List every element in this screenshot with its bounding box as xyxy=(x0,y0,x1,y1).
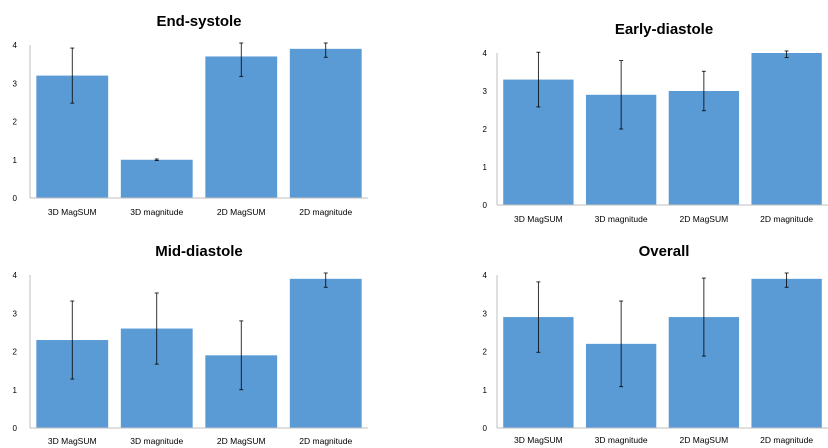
mid-diastole-panel: Mid-diastole 0 1 2 3 4 3D MagSUM 3D magnitude 2D… xyxy=(13,243,368,446)
early-diastole-category-label-0: 3D MagSUM xyxy=(514,214,563,224)
mid-diastole-ytick-4: 4 xyxy=(13,271,18,280)
mid-diastole-ytick-1: 1 xyxy=(13,386,18,395)
mid-diastole-title: Mid-diastole xyxy=(155,243,243,260)
end-systole-ytick-2: 2 xyxy=(13,118,18,127)
end-systole-category-label-3: 2D magnitude xyxy=(299,207,352,217)
end-systole-ytick-4: 4 xyxy=(13,41,18,50)
early-diastole-ytick-0: 0 xyxy=(483,201,488,210)
overall-ytick-4: 4 xyxy=(483,271,488,280)
end-systole-ytick-3: 3 xyxy=(13,79,18,88)
early-diastole-ytick-4: 4 xyxy=(483,49,488,58)
overall-category-label-0: 3D MagSUM xyxy=(514,435,563,445)
overall-ytick-3: 3 xyxy=(483,309,488,318)
mid-diastole-category-label-0: 3D MagSUM xyxy=(48,436,97,446)
end-systole-errorbar-3 xyxy=(323,42,328,58)
early-diastole-errorbar-0 xyxy=(536,51,541,108)
mid-diastole-errorbar-0 xyxy=(70,300,75,380)
end-systole-panel: End-systole 0 1 2 3 4 3D MagSUM 3D magnitude 2D … xyxy=(13,13,368,217)
overall-errorbar-2 xyxy=(701,277,706,357)
mid-diastole-ytick-0: 0 xyxy=(13,424,18,433)
overall-category-label-3: 2D magnitude xyxy=(760,435,813,445)
early-diastole-category-label-3: 2D magnitude xyxy=(760,214,813,224)
early-diastole-errorbar-2 xyxy=(701,70,706,112)
end-systole-errorbar-1 xyxy=(154,158,159,161)
end-systole-bar-3 xyxy=(289,48,362,199)
early-diastole-title: Early-diastole xyxy=(615,21,713,38)
mid-diastole-ytick-3: 3 xyxy=(13,309,18,318)
overall-errorbar-0 xyxy=(536,281,541,353)
end-systole-bar-1 xyxy=(120,159,193,198)
early-diastole-ytick-2: 2 xyxy=(483,125,488,134)
early-diastole-panel: Early-diastole 0 1 2 3 4 3D MagSUM 3D magnitude… xyxy=(483,21,828,224)
end-systole-bar-2 xyxy=(205,56,278,198)
early-diastole-category-label-2: 2D MagSUM xyxy=(680,214,729,224)
mid-diastole-errorbar-2 xyxy=(239,320,244,391)
end-systole-ytick-1: 1 xyxy=(13,156,18,165)
overall-errorbar-1 xyxy=(619,300,624,388)
mid-diastole-bar-3 xyxy=(289,278,362,428)
early-diastole-errorbar-3 xyxy=(784,50,789,58)
overall-category-label-2: 2D MagSUM xyxy=(680,435,729,445)
overall-panel: Overall 0 1 2 3 4 3D MagSUM 3D magnitude 2D MagS… xyxy=(483,243,828,445)
mid-diastole-errorbar-1 xyxy=(154,292,159,365)
mid-diastole-ytick-2: 2 xyxy=(13,348,18,357)
mid-diastole-errorbar-3 xyxy=(323,272,328,288)
mid-diastole-category-label-3: 2D magnitude xyxy=(299,436,352,446)
end-systole-category-label-1: 3D magnitude xyxy=(130,207,183,217)
overall-title: Overall xyxy=(639,243,690,260)
mid-diastole-category-label-1: 3D magnitude xyxy=(130,436,183,446)
end-systole-errorbar-0 xyxy=(70,47,75,104)
overall-ytick-0: 0 xyxy=(483,424,488,433)
overall-category-label-1: 3D magnitude xyxy=(595,435,648,445)
early-diastole-ytick-1: 1 xyxy=(483,163,488,172)
end-systole-category-label-0: 3D MagSUM xyxy=(48,207,97,217)
end-systole-errorbar-2 xyxy=(239,42,244,77)
overall-ytick-1: 1 xyxy=(483,386,488,395)
early-diastole-bar-3 xyxy=(751,53,822,205)
end-systole-ytick-0: 0 xyxy=(13,194,18,203)
overall-bar-3 xyxy=(751,278,822,428)
end-systole-category-label-2: 2D MagSUM xyxy=(217,207,266,217)
early-diastole-category-label-1: 3D magnitude xyxy=(595,214,648,224)
mid-diastole-category-label-2: 2D MagSUM xyxy=(217,436,266,446)
overall-errorbar-3 xyxy=(784,272,789,288)
end-systole-title: End-systole xyxy=(156,13,241,30)
early-diastole-ytick-3: 3 xyxy=(483,87,488,96)
early-diastole-errorbar-1 xyxy=(619,60,624,130)
overall-ytick-2: 2 xyxy=(483,348,488,357)
